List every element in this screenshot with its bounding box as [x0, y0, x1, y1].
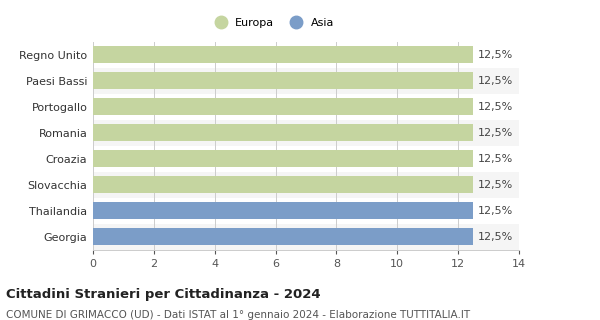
Bar: [93, 150, 473, 167]
Bar: [93, 98, 473, 115]
Bar: [93, 176, 473, 193]
Text: 12,5%: 12,5%: [478, 232, 513, 242]
Bar: [93, 172, 519, 197]
Text: 12,5%: 12,5%: [478, 128, 513, 138]
Bar: [93, 42, 519, 68]
Bar: [93, 124, 473, 141]
Text: Cittadini Stranieri per Cittadinanza - 2024: Cittadini Stranieri per Cittadinanza - 2…: [6, 288, 320, 301]
Bar: [93, 146, 519, 172]
Text: 12,5%: 12,5%: [478, 50, 513, 60]
Bar: [93, 202, 473, 219]
Text: COMUNE DI GRIMACCO (UD) - Dati ISTAT al 1° gennaio 2024 - Elaborazione TUTTITALI: COMUNE DI GRIMACCO (UD) - Dati ISTAT al …: [6, 310, 470, 320]
Text: 12,5%: 12,5%: [478, 154, 513, 164]
Text: 12,5%: 12,5%: [478, 206, 513, 216]
Legend: Europa, Asia: Europa, Asia: [209, 18, 334, 28]
Bar: [93, 72, 473, 89]
Bar: [93, 68, 519, 93]
Bar: [93, 93, 519, 120]
Bar: [93, 224, 519, 250]
Text: 12,5%: 12,5%: [478, 76, 513, 86]
Bar: [93, 120, 519, 146]
Bar: [93, 46, 473, 63]
Bar: [93, 197, 519, 224]
Text: 12,5%: 12,5%: [478, 180, 513, 189]
Bar: [93, 228, 473, 245]
Text: 12,5%: 12,5%: [478, 102, 513, 112]
